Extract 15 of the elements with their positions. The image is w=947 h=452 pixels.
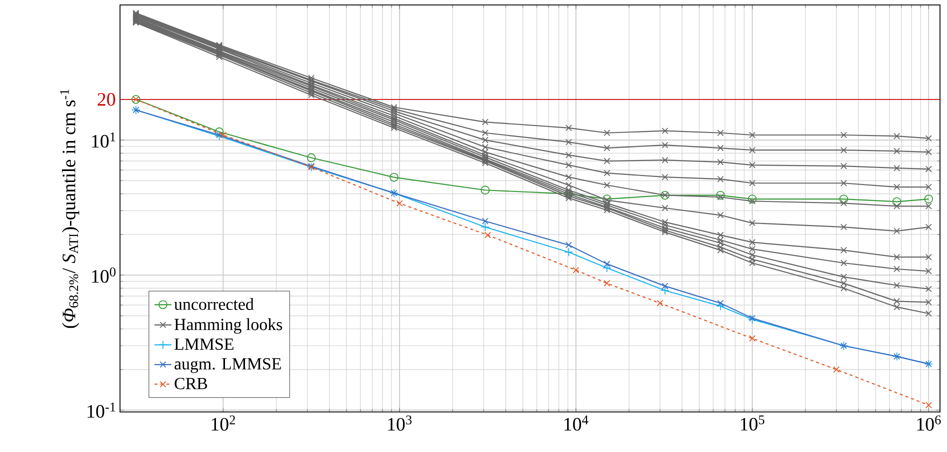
ref-line-label: 20 (98, 93, 116, 106)
x-tick-label: 10$^{2}$ (212, 416, 235, 431)
y-tick-label: 10$^{-1}$ (88, 402, 116, 418)
legend-label: LMMSE (174, 338, 234, 350)
x-tick-label: 10$^{3}$ (388, 416, 412, 431)
y-tick-label: 10$^{0}$ (92, 268, 116, 283)
legend-label: uncorrected (174, 298, 254, 310)
legend-label: augm. LMMSE (174, 358, 281, 374)
y-axis-title: (Φ$_{68.2%}$/ S$_{ATI}$)-quantile in cm s$^{-1}$ (60, 90, 80, 328)
x-tick-label: 10$^{6}$ (917, 416, 941, 431)
x-tick-label: 10$^{4}$ (564, 416, 588, 431)
legend-label: Hamming looks (174, 318, 282, 334)
legend-label: CRB (174, 378, 208, 390)
x-tick-label: 10$^{5}$ (740, 416, 764, 431)
y-tick-label: 10$^{1}$ (92, 132, 116, 148)
